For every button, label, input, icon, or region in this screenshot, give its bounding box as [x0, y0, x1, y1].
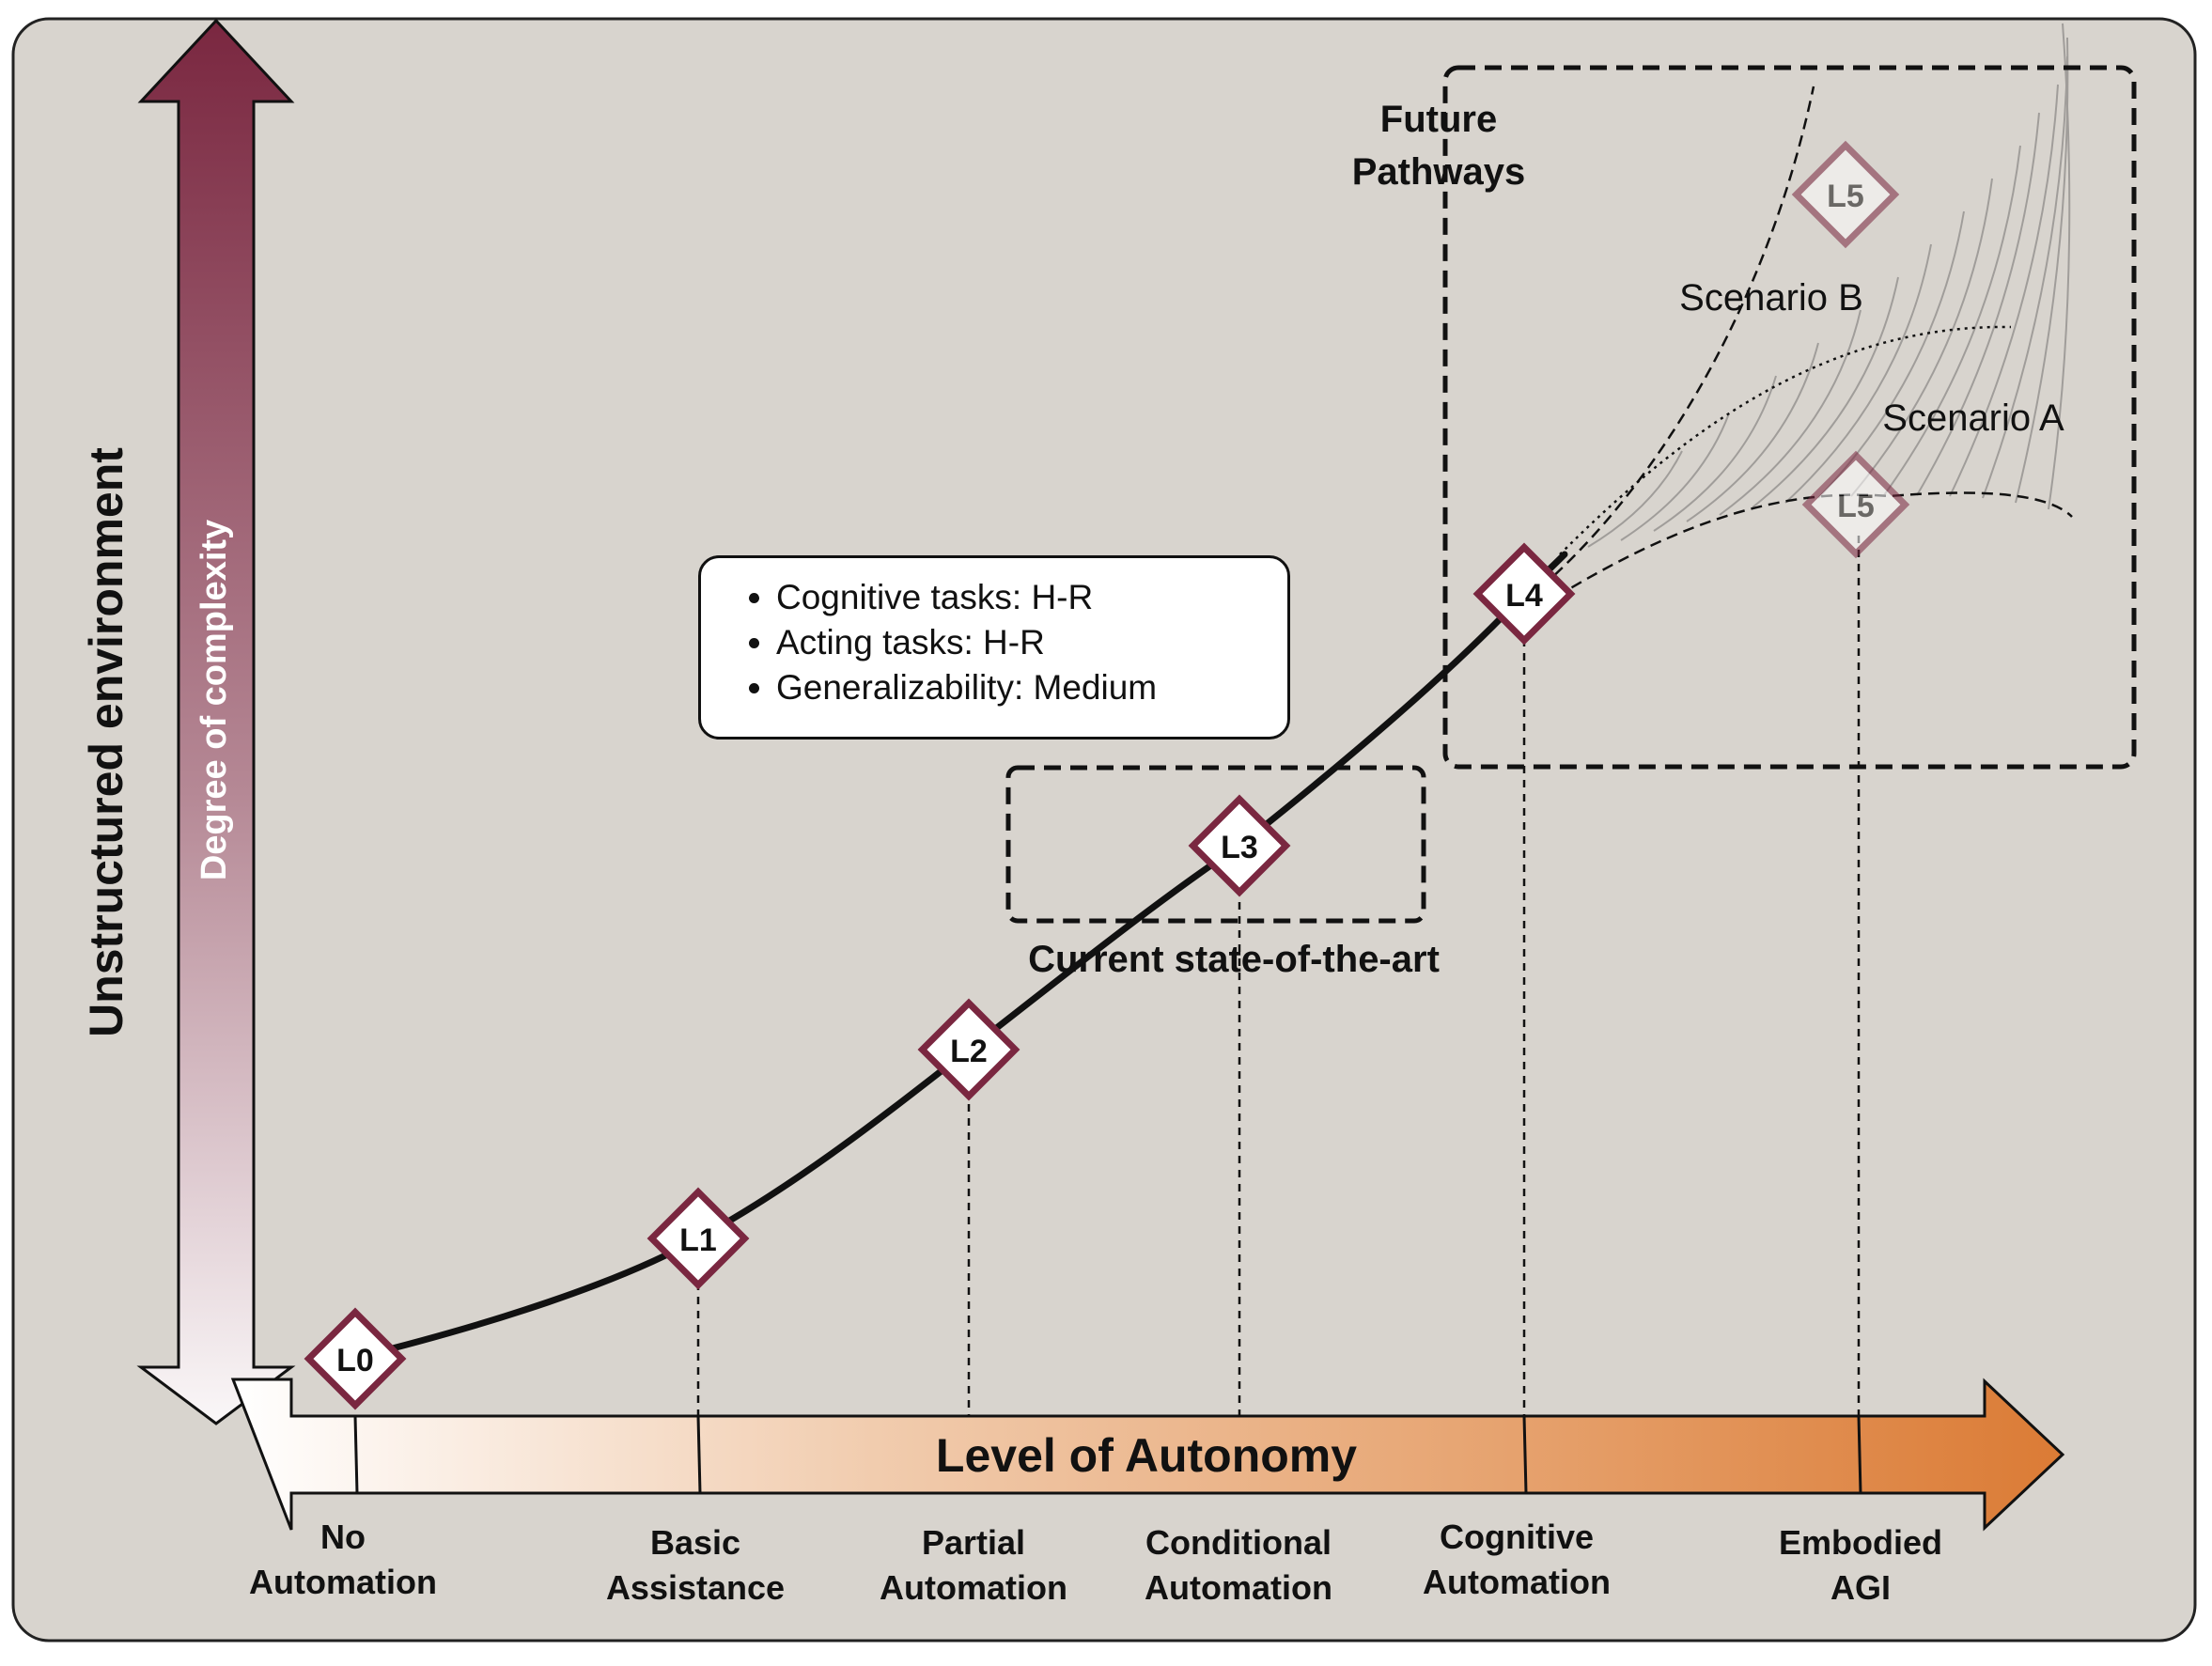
level-info-box: Cognitive tasks: H-R Acting tasks: H-R G…	[698, 555, 1290, 740]
complexity-axis-arrow	[136, 18, 296, 1425]
tick-label-3-line2: Automation	[1145, 1568, 1332, 1607]
future-label-line1: Future	[1380, 99, 1497, 140]
l5-a-label: L5	[1837, 489, 1875, 524]
level-marker-l0: L0	[304, 1307, 407, 1410]
l5-marker-a: L5	[1801, 450, 1910, 559]
drop-lines	[696, 536, 1861, 1416]
middle-dotted-curve	[1559, 325, 2012, 555]
level-label-l4: L4	[1505, 578, 1543, 614]
tick-label-0-line2: Automation	[249, 1563, 437, 1601]
axis-ticks	[353, 1415, 1862, 1494]
x-axis-label: Level of Autonomy	[936, 1429, 1357, 1482]
level-marker-l1: L1	[646, 1187, 750, 1290]
info-item-acting: Acting tasks: H-R	[776, 620, 1269, 665]
current-state-label: Current state-of-the-art	[1028, 939, 1440, 980]
diagram-frame	[11, 17, 2197, 1643]
level-marker-l2: L2	[917, 998, 1020, 1101]
level-label-l1: L1	[679, 1222, 717, 1258]
y-axis-inner-label: Degree of complexity	[195, 520, 234, 880]
info-item-cognitive: Cognitive tasks: H-R	[776, 575, 1269, 620]
tick-label-0-line1: No	[320, 1518, 366, 1556]
level-marker-l3: L3	[1188, 794, 1291, 897]
level-label-l0: L0	[336, 1343, 374, 1378]
level-label-l2: L2	[950, 1034, 988, 1069]
level-marker-l4: L4	[1472, 542, 1576, 646]
tick-l4	[1522, 1415, 1528, 1494]
tick-label-2-line1: Partial	[922, 1523, 1025, 1562]
scenario-b-curve	[1540, 86, 1815, 588]
tick-label-5-line1: Embodied	[1779, 1523, 1942, 1562]
level-label-l3: L3	[1221, 830, 1258, 865]
l5-marker-b: L5	[1791, 140, 1900, 249]
l5-b-label: L5	[1827, 179, 1864, 214]
scenario-a-label: Scenario A	[1882, 397, 2064, 439]
tick-label-2-line2: Automation	[880, 1568, 1067, 1607]
tick-label-4-line2: Automation	[1423, 1563, 1611, 1601]
tick-label-1-line2: Assistance	[606, 1568, 785, 1607]
future-pathways-box	[1442, 65, 2137, 770]
tick-l0	[353, 1415, 359, 1494]
future-label-line2: Pathways	[1352, 151, 1526, 193]
tick-l5	[1857, 1415, 1862, 1494]
current-state-box	[1005, 765, 1426, 924]
tick-label-3-line1: Conditional	[1145, 1523, 1332, 1562]
tick-label-5-line2: AGI	[1830, 1568, 1891, 1607]
autonomy-axis-arrow	[230, 1378, 2065, 1532]
info-list: Cognitive tasks: H-R Acting tasks: H-R G…	[739, 575, 1269, 710]
tick-l1	[696, 1415, 702, 1494]
y-axis-outer-label: Unstructured environment	[80, 447, 132, 1037]
x-tick-labels: No Automation Basic Assistance Partial A…	[249, 1518, 1942, 1607]
future-hatching	[1587, 23, 2071, 548]
info-item-generalizability: Generalizability: Medium	[776, 665, 1269, 710]
scenario-b-label: Scenario B	[1679, 277, 1863, 319]
tick-label-4-line1: Cognitive	[1440, 1518, 1594, 1556]
tick-label-1-line1: Basic	[650, 1523, 740, 1562]
